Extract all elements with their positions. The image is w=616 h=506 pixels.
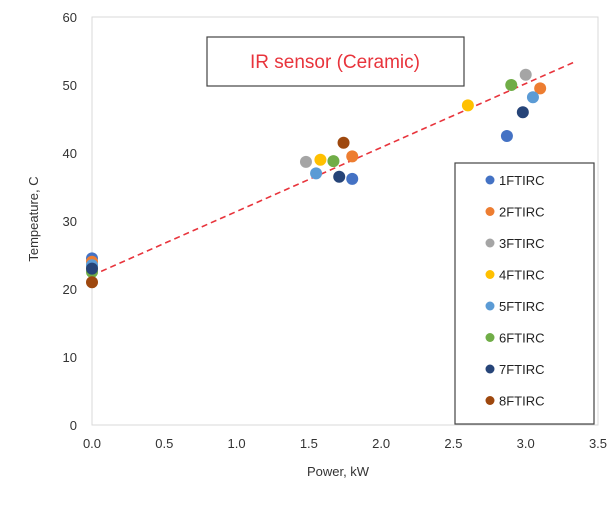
x-tick-label: 2.0 (372, 436, 390, 451)
plot-border (91, 16, 599, 426)
x-tick-label: 3.0 (517, 436, 535, 451)
data-point-2FTIRC (346, 150, 359, 163)
x-tick-label: 0.5 (155, 436, 173, 451)
x-tick-label: 1.5 (300, 436, 318, 451)
legend-marker (485, 238, 495, 248)
y-tick-label: 0 (70, 418, 77, 433)
x-tick-label: 1.0 (228, 436, 246, 451)
legend-label: 6FTIRC (499, 331, 545, 346)
y-tick-label: 40 (63, 146, 77, 161)
data-point-6FTIRC (505, 79, 518, 91)
data-point-7FTIRC (333, 170, 346, 183)
legend-marker (485, 270, 495, 279)
data-point-3FTIRC (519, 68, 532, 81)
y-axis-label: Tempeature, C (26, 176, 41, 261)
x-tick-label: 3.5 (589, 436, 607, 451)
data-point-7FTIRC (516, 106, 529, 119)
y-tick-label: 50 (63, 78, 77, 93)
legend-marker (485, 364, 495, 374)
legend: 1FTIRC 2FTIRC 3FTIRC 4FTIRC 5FTIRC 6FTIRC 7FTI… (454, 162, 595, 425)
x-tick-label: 2.5 (444, 436, 462, 451)
y-tick-label: 30 (63, 214, 77, 229)
legend-label: 5FTIRC (499, 299, 545, 314)
annotation-text: IR sensor (Ceramic) (250, 52, 420, 73)
data-point-5FTIRC (310, 167, 323, 180)
trendline (91, 60, 577, 277)
y-tick-label: 20 (63, 282, 77, 297)
data-point-8FTIRC (86, 276, 98, 289)
legend-label: 8FTIRC (499, 394, 545, 409)
data-point-4FTIRC (314, 153, 327, 166)
legend-marker (485, 175, 495, 185)
data-point-7FTIRC (86, 262, 98, 275)
points-layer (86, 68, 547, 289)
legend-label: 2FTIRC (499, 205, 545, 220)
annotation-box: IR sensor (Ceramic) (206, 36, 465, 87)
data-point-5FTIRC (526, 91, 539, 104)
data-point-6FTIRC (327, 155, 340, 168)
legend-marker (485, 301, 495, 311)
data-point-1FTIRC (346, 172, 359, 185)
data-point-3FTIRC (299, 155, 312, 168)
axis-layer: 0.0 0.5 1.0 1.5 2.0 2.5 3.0 3.5 0 10 20 30 40 50 60 (63, 10, 608, 451)
legend-label: 7FTIRC (499, 362, 545, 377)
data-point-1FTIRC (500, 130, 513, 142)
legend-marker (485, 207, 495, 216)
x-axis-label: Power, kW (307, 464, 370, 479)
x-tick-label: 0.0 (83, 436, 101, 451)
legend-marker (485, 396, 495, 405)
legend-label: 4FTIRC (499, 268, 545, 283)
legend-marker (485, 333, 495, 342)
data-point-8FTIRC (337, 136, 350, 149)
legend-label: 3FTIRC (499, 236, 545, 251)
data-point-4FTIRC (461, 99, 474, 112)
y-tick-label: 60 (63, 10, 77, 25)
data-point-2FTIRC (534, 82, 547, 95)
legend-label: 1FTIRC (499, 173, 545, 188)
y-tick-label: 10 (63, 350, 77, 365)
